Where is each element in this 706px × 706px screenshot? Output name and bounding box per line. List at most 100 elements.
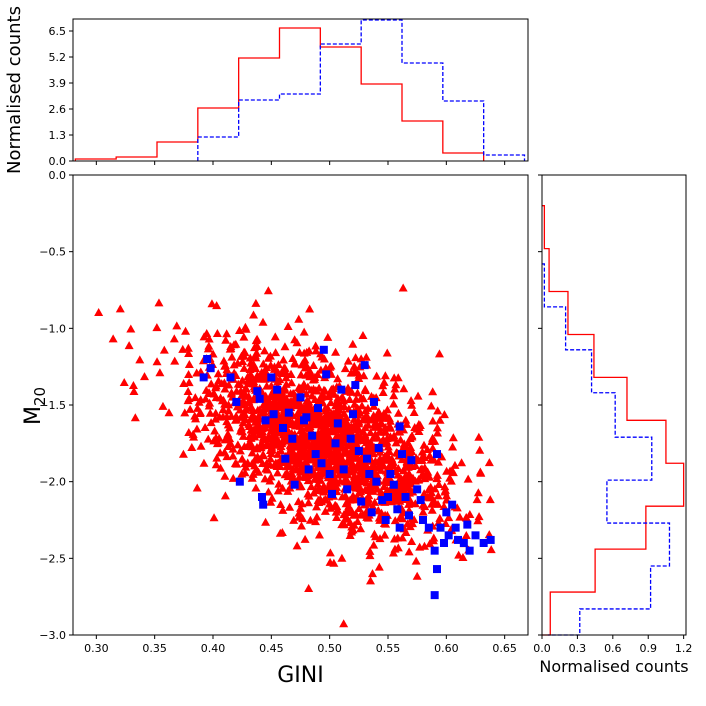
red-triangle-point xyxy=(190,393,200,402)
red-triangle-point xyxy=(273,377,283,386)
top-y-tick-label: 5.2 xyxy=(49,51,67,64)
red-triangle-point xyxy=(369,419,379,428)
red-triangle-point xyxy=(311,341,321,350)
red-triangle-point xyxy=(206,379,216,388)
red-triangle-point xyxy=(277,528,287,537)
red-triangle-point xyxy=(380,530,390,539)
blue-square-point xyxy=(199,373,208,382)
blue-square-point xyxy=(354,447,363,455)
x-tick-label: 0.30 xyxy=(84,642,109,655)
red-triangle-point xyxy=(185,404,195,413)
red-triangle-point xyxy=(331,401,341,410)
red-triangle-point xyxy=(367,480,377,489)
blue-square-point xyxy=(479,539,488,547)
blue-square-point xyxy=(454,535,462,544)
blue-square-point xyxy=(235,477,244,486)
blue-square-point xyxy=(343,485,352,494)
red-triangle-point xyxy=(188,429,198,438)
red-triangle-point xyxy=(226,344,236,353)
red-triangle-point xyxy=(247,448,257,457)
red-triangle-point xyxy=(286,370,296,379)
red-triangle-point xyxy=(294,508,304,517)
red-triangle-point xyxy=(362,438,372,447)
red-triangle-point xyxy=(226,411,236,420)
red-triangle-point xyxy=(184,369,194,378)
red-triangle-point xyxy=(433,499,443,508)
red-triangle-point xyxy=(288,420,298,429)
red-triangle-point xyxy=(332,478,342,487)
red-triangle-point xyxy=(192,483,202,492)
red-triangle-point xyxy=(305,515,315,524)
red-triangle-point xyxy=(358,394,368,403)
blue-square-point xyxy=(405,511,413,520)
x-tick-label: 0.55 xyxy=(376,642,401,655)
red-triangle-point xyxy=(271,348,281,357)
red-triangle-point xyxy=(211,433,221,442)
red-triangle-point xyxy=(264,397,274,406)
red-triangle-point xyxy=(418,507,428,516)
red-triangle-point xyxy=(440,487,450,496)
right-x-tick-label: 0.9 xyxy=(639,642,657,655)
red-triangle-point xyxy=(393,408,403,417)
red-triangle-point xyxy=(314,530,324,539)
red-triangle-point xyxy=(427,499,437,508)
red-triangle-point xyxy=(304,397,314,406)
red-triangle-point xyxy=(410,499,420,508)
red-triangle-point xyxy=(251,298,261,307)
red-triangle-point xyxy=(300,534,310,543)
red-triangle-point xyxy=(338,470,348,479)
red-triangle-point xyxy=(231,415,241,424)
red-triangle-point xyxy=(304,455,314,464)
red-triangle-point xyxy=(366,576,375,585)
red-triangle-point xyxy=(296,405,306,414)
red-triangle-point xyxy=(339,401,349,410)
red-triangle-point xyxy=(419,489,429,498)
red-triangle-point xyxy=(351,483,361,492)
red-triangle-point xyxy=(476,468,486,477)
red-triangle-point xyxy=(254,467,264,476)
red-triangle-point xyxy=(223,429,233,438)
red-triangle-point xyxy=(305,407,315,416)
red-triangle-point xyxy=(169,334,179,343)
red-triangle-point xyxy=(305,304,315,313)
red-triangle-point xyxy=(205,408,215,417)
blue-square-point xyxy=(302,413,311,422)
red-triangle-point xyxy=(354,504,364,513)
blue-square-point xyxy=(413,485,422,494)
blue-square-point xyxy=(372,477,381,486)
red-triangle-point xyxy=(356,524,366,533)
red-triangle-point xyxy=(252,334,262,343)
red-triangle-point xyxy=(352,425,362,434)
red-triangle-point xyxy=(307,391,317,400)
red-triangle-point xyxy=(378,388,388,397)
red-triangle-point xyxy=(257,424,267,433)
blue-square-point xyxy=(440,539,448,547)
blue-square-point xyxy=(339,465,348,474)
red-triangle-point xyxy=(287,469,297,478)
red-triangle-point xyxy=(311,346,321,355)
red-triangle-point xyxy=(317,392,327,401)
red-triangle-point xyxy=(473,516,483,525)
red-triangle-point xyxy=(353,429,363,438)
red-triangle-point xyxy=(461,531,471,540)
red-triangle-point xyxy=(399,440,409,449)
red-triangle-point xyxy=(287,442,297,451)
red-triangle-point xyxy=(407,400,417,409)
blue-square-point xyxy=(279,424,287,432)
red-triangle-point xyxy=(315,431,325,440)
red-triangle-point xyxy=(128,381,138,390)
red-triangle-point xyxy=(323,439,333,448)
red-triangle-point xyxy=(194,397,204,406)
red-triangle-point xyxy=(384,447,394,456)
red-triangle-point xyxy=(187,442,197,451)
red-triangle-point xyxy=(304,498,314,507)
red-triangle-point xyxy=(368,501,378,510)
y-axis-label-subscript: 20 xyxy=(31,387,49,406)
red-triangle-point xyxy=(393,373,403,382)
red-triangle-point xyxy=(395,512,405,521)
red-triangle-point xyxy=(247,459,257,468)
red-triangle-point xyxy=(347,527,357,536)
blue-square-point xyxy=(442,508,451,517)
red-triangle-point xyxy=(348,476,358,485)
red-triangle-point xyxy=(288,411,298,420)
